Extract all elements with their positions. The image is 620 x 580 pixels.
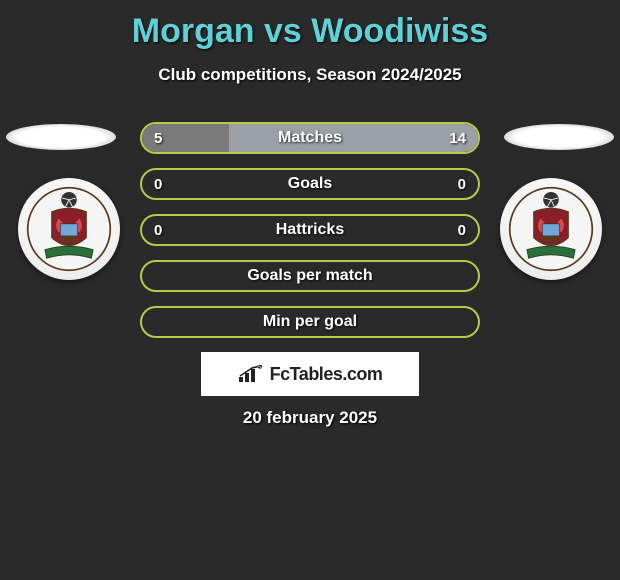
stat-bar: Min per goal xyxy=(140,306,480,338)
stat-value-right: 14 xyxy=(449,130,466,147)
club-badge-right xyxy=(500,178,602,280)
stat-value-left: 0 xyxy=(154,222,162,239)
stat-label: Matches xyxy=(278,129,342,147)
fctables-logo-icon xyxy=(238,365,264,383)
stat-bar-fill-right xyxy=(229,124,478,152)
club-badge-left xyxy=(18,178,120,280)
player-photo-right-placeholder xyxy=(504,124,614,150)
date-text: 20 february 2025 xyxy=(0,408,620,428)
stat-value-left: 0 xyxy=(154,176,162,193)
player-photo-left-placeholder xyxy=(6,124,116,150)
club-crest-icon xyxy=(26,186,112,272)
stat-label: Min per goal xyxy=(263,313,357,331)
stat-bar: 0 Hattricks 0 xyxy=(140,214,480,246)
stat-bar: 0 Goals 0 xyxy=(140,168,480,200)
stat-label: Hattricks xyxy=(276,221,344,239)
stat-bar: Goals per match xyxy=(140,260,480,292)
stats-bars: 5 Matches 14 0 Goals 0 0 Hattricks 0 Goals per ma… xyxy=(140,122,480,352)
stat-label: Goals per match xyxy=(247,267,372,285)
stat-value-left: 5 xyxy=(154,130,162,147)
attribution-text: FcTables.com xyxy=(270,364,383,385)
club-crest-icon xyxy=(508,186,594,272)
page-title: Morgan vs Woodiwiss xyxy=(0,0,620,51)
attribution-box: FcTables.com xyxy=(201,352,419,396)
stat-bar: 5 Matches 14 xyxy=(140,122,480,154)
stat-value-right: 0 xyxy=(458,222,466,239)
page-subtitle: Club competitions, Season 2024/2025 xyxy=(0,65,620,85)
stat-label: Goals xyxy=(288,175,332,193)
stat-value-right: 0 xyxy=(458,176,466,193)
